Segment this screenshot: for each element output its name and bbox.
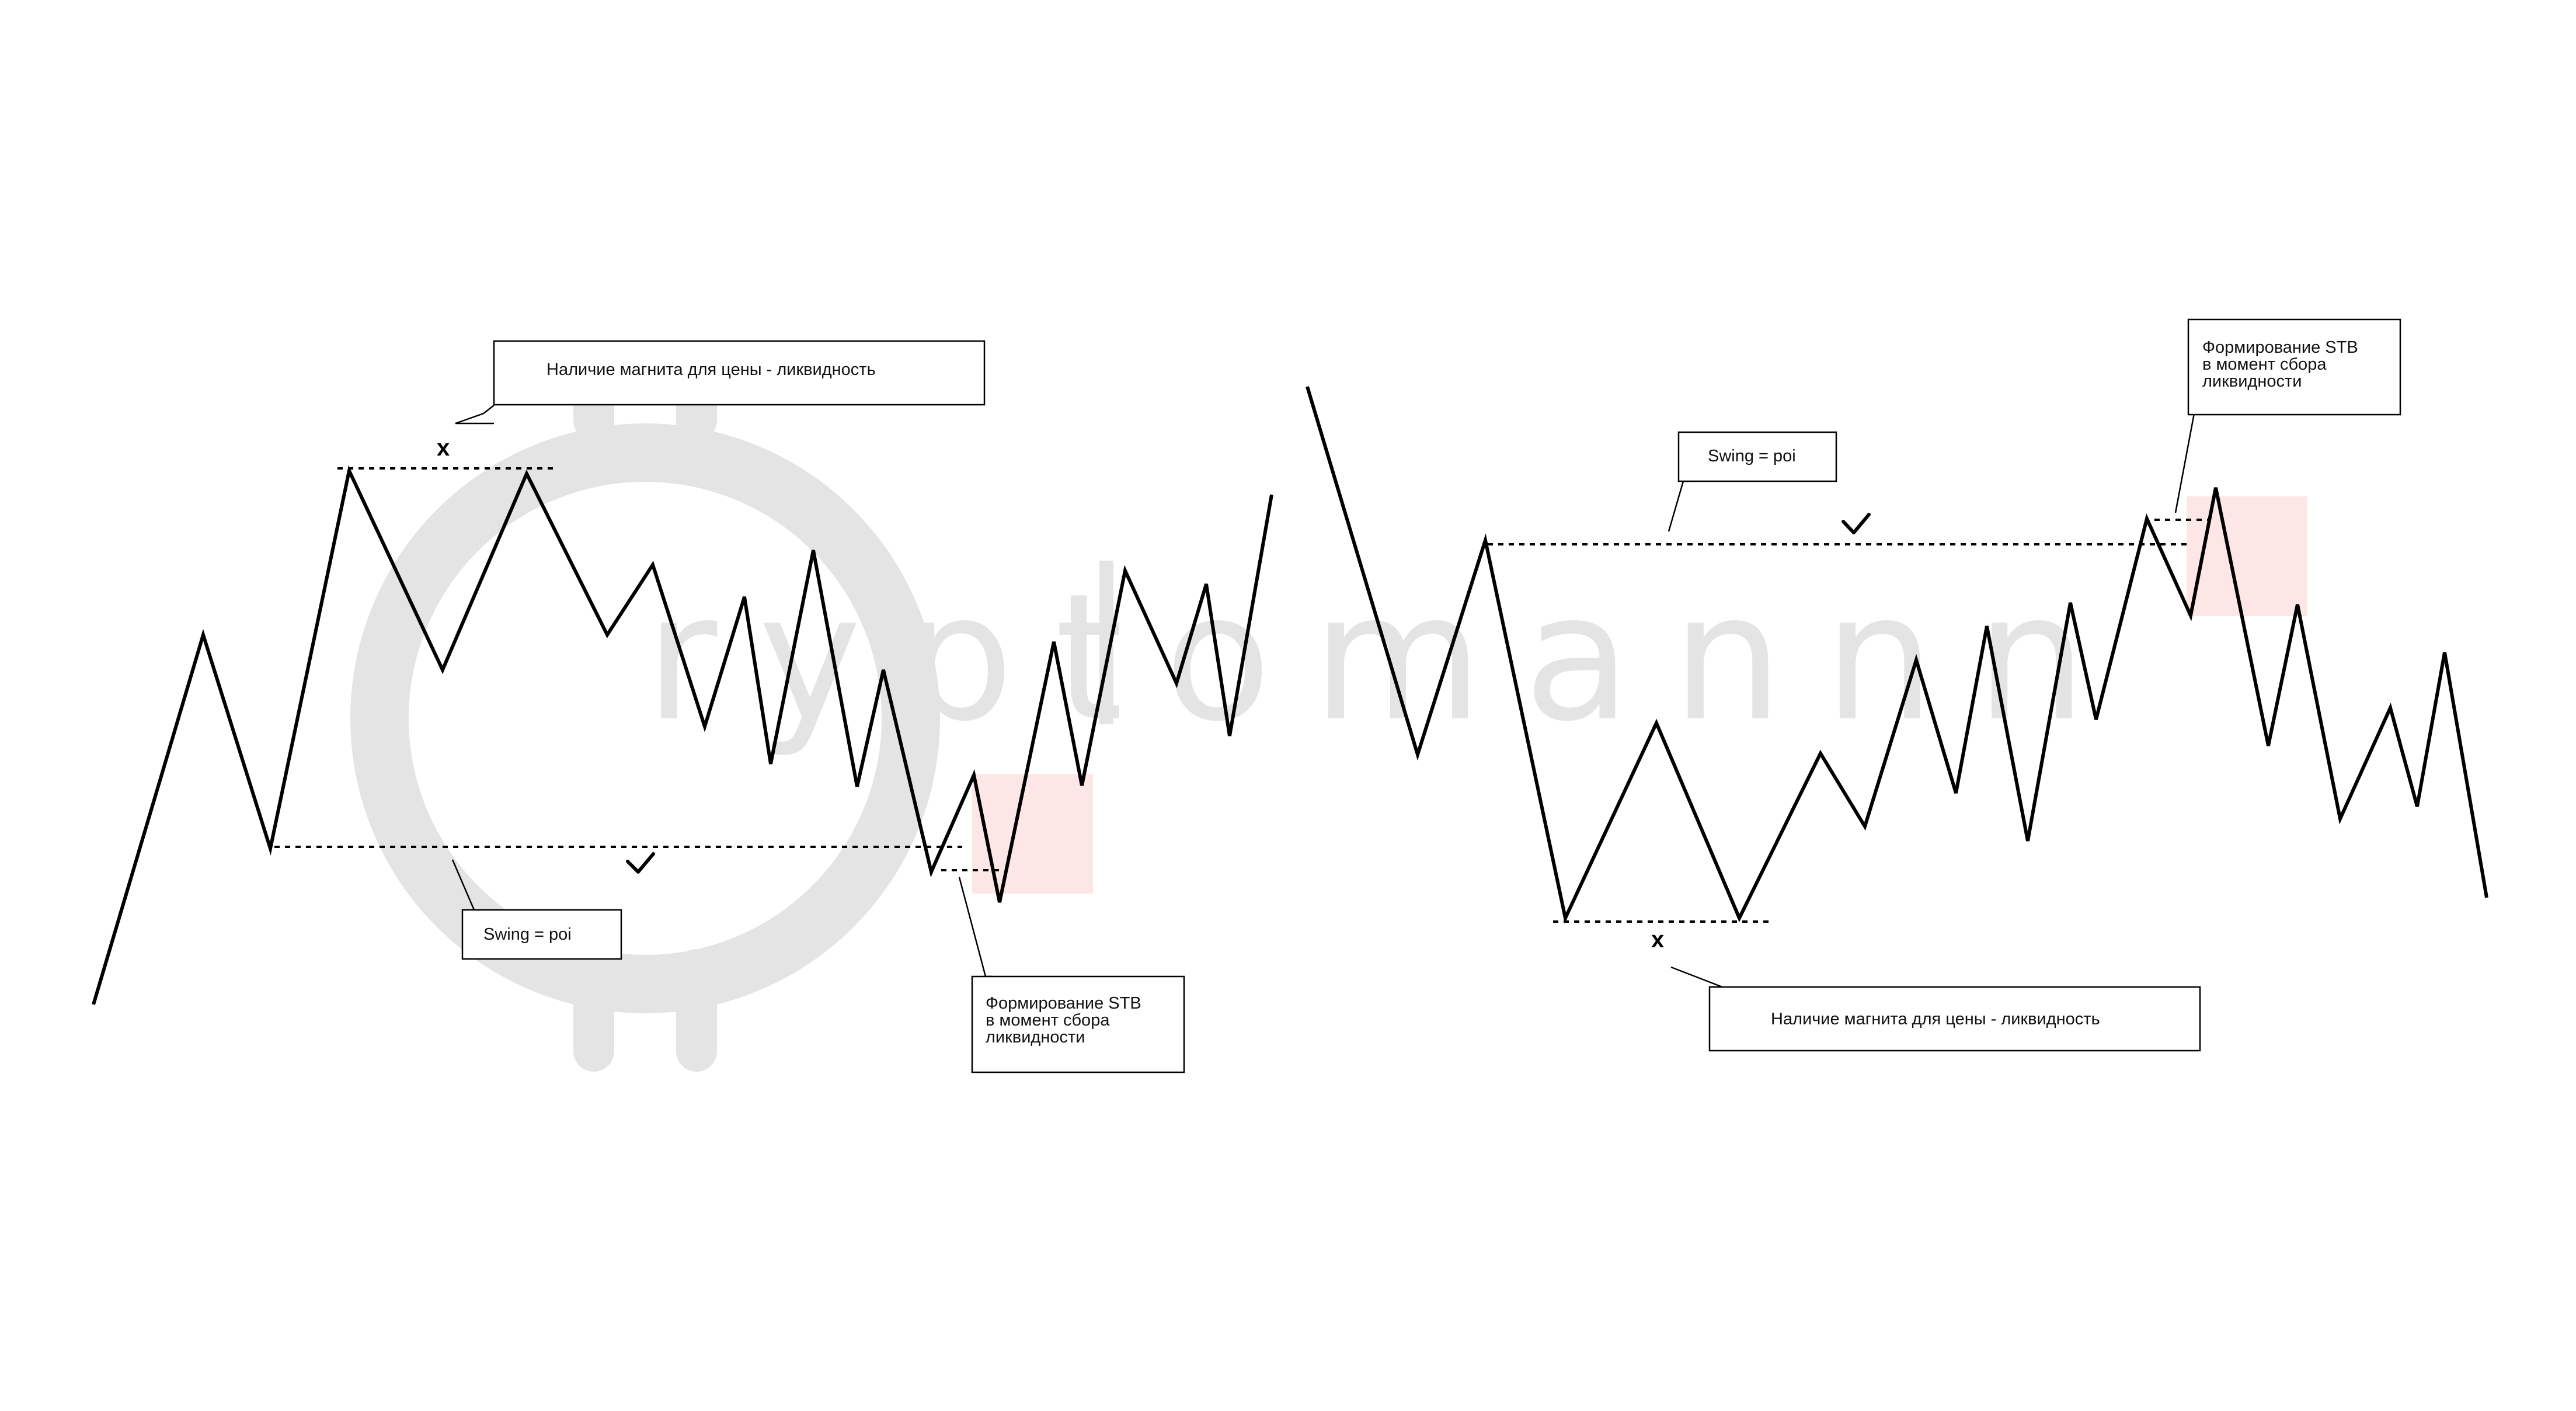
callout-liquidity-left: Наличие магнита для цены - ликвидность <box>455 340 986 425</box>
price-path-left <box>92 465 1273 1005</box>
callout-swing-left: Swing = poi <box>451 859 622 960</box>
check-icon <box>1842 513 1871 534</box>
callout-stb-left-line1: Формирование STB <box>986 994 1141 1013</box>
watermark: ryptomannn <box>350 342 2128 1072</box>
callout-swing-left-text: Swing = poi <box>483 925 572 944</box>
callout-liquidity-right: Наличие магнита для цены - ликвидность <box>1670 966 2201 1052</box>
callout-stb-right-line3: ликвидности <box>2202 372 2302 391</box>
stb-zone-right <box>2187 496 2307 616</box>
callout-liquidity-left-text: Наличие магнита для цены - ликвидность <box>546 360 876 379</box>
check-icon <box>626 852 655 874</box>
liquidity-mark-left: x <box>437 435 450 461</box>
price-path-right <box>1306 386 2488 924</box>
callout-liquidity-right-text: Наличие магнита для цены - ликвидность <box>1771 1010 2100 1028</box>
callout-stb-right-line1: Формирование STB <box>2202 338 2358 357</box>
callout-stb-left: Формирование STB в момент сбора ликвидно… <box>958 877 1185 1073</box>
callout-stb-right-line2: в момент сбора <box>2202 355 2327 374</box>
watermark-text: ryptomannn <box>645 556 2128 760</box>
callout-stb-right: Формирование STB в момент сбора ликвидно… <box>2174 318 2401 513</box>
stb-zone-left <box>972 774 1093 894</box>
callout-swing-right: Swing = poi <box>1668 431 1837 532</box>
callout-stb-left-line3: ликвидности <box>986 1028 1085 1047</box>
callout-stb-left-line2: в момент сбора <box>986 1011 1110 1030</box>
callout-swing-right-text: Swing = poi <box>1708 447 1796 465</box>
liquidity-mark-right: x <box>1651 927 1664 953</box>
